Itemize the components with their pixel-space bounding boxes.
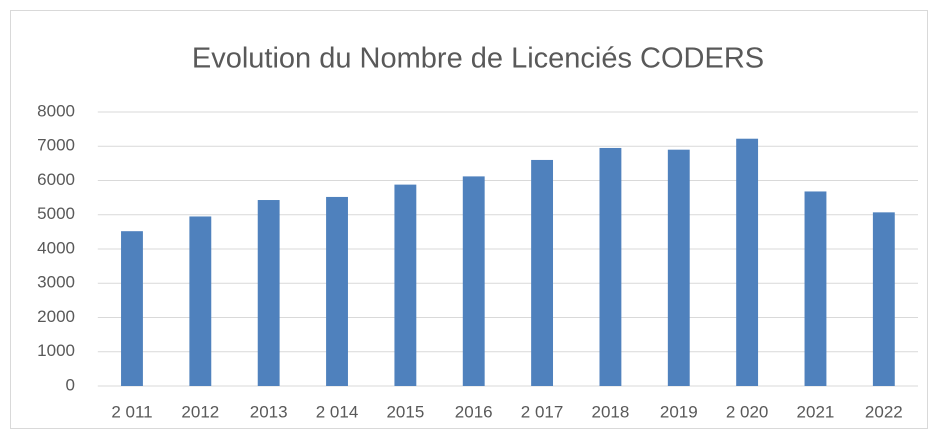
bar [599, 147, 622, 386]
bar [189, 216, 212, 386]
x-tick-label: 2015 [386, 402, 424, 421]
bar [736, 138, 759, 386]
y-tick-label: 8000 [37, 101, 75, 120]
x-tick-label: 2013 [250, 402, 288, 421]
x-tick-label: 2021 [797, 402, 835, 421]
y-tick-label: 4000 [37, 238, 75, 257]
bar [462, 176, 485, 386]
y-tick-label: 6000 [37, 170, 75, 189]
bar [257, 200, 280, 386]
y-tick-label: 7000 [37, 136, 75, 155]
chart-title: Evolution du Nombre de Licenciés CODERS [192, 43, 764, 75]
y-tick-label: 3000 [37, 273, 75, 292]
y-tick-label: 2000 [37, 307, 75, 326]
bar [121, 231, 143, 386]
x-tick-label: 2018 [592, 402, 630, 421]
x-tick-label: 2 020 [726, 402, 769, 421]
x-tick-label: 2 017 [521, 402, 564, 421]
y-tick-label: 5000 [37, 204, 75, 223]
x-tick-label: 2019 [660, 402, 698, 421]
bar [667, 149, 690, 386]
bar [804, 191, 827, 386]
x-tick-label: 2 014 [316, 402, 359, 421]
x-tick-label: 2016 [455, 402, 493, 421]
bar [394, 184, 417, 386]
bar [531, 159, 554, 386]
y-tick-label: 1000 [37, 341, 75, 360]
x-tick-label: 2 011 [111, 402, 152, 421]
bar [326, 196, 348, 386]
bar [872, 212, 895, 386]
y-tick-label: 0 [66, 375, 75, 394]
x-tick-label: 2012 [181, 402, 219, 421]
x-tick-label: 2022 [865, 402, 903, 421]
